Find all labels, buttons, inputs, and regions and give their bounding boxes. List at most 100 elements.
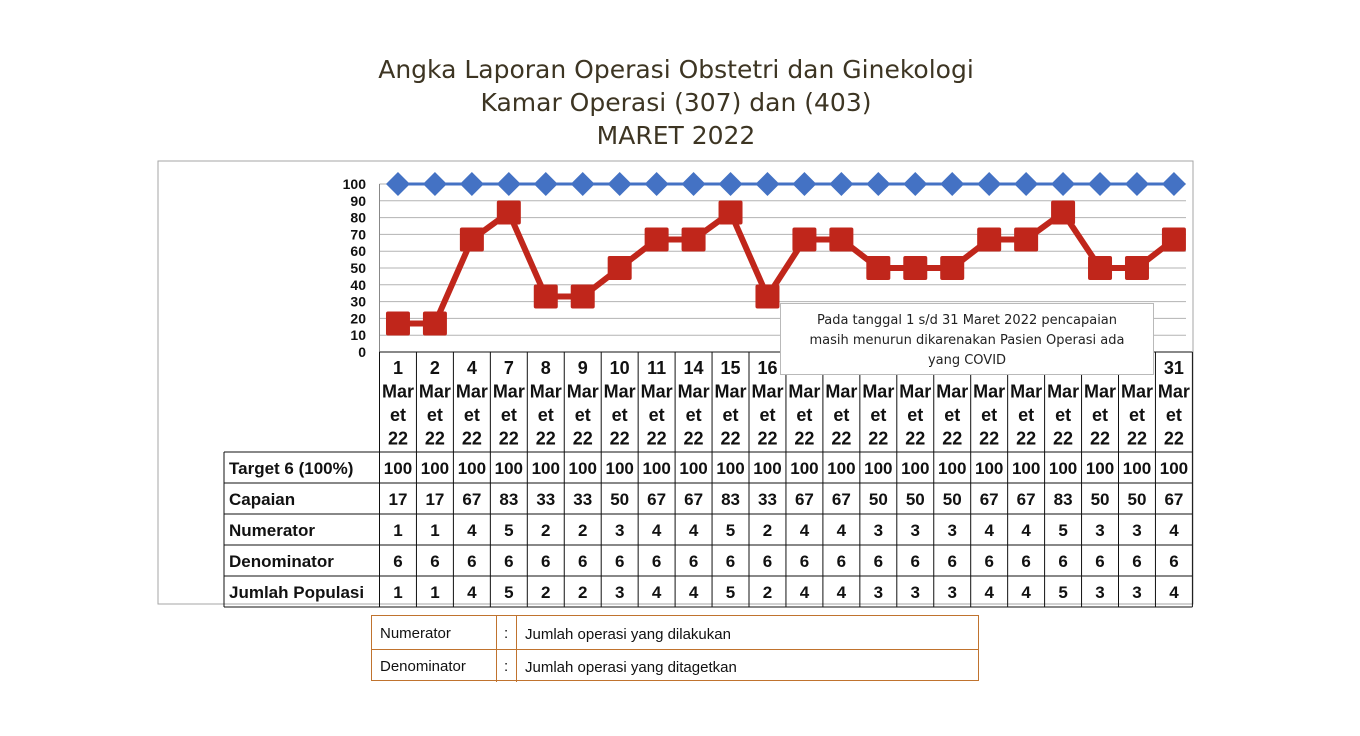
table-cell-value: 100 [975,459,1003,478]
category-label: Mar [825,382,857,402]
table-cell-value: 6 [393,552,402,571]
category-label: 22 [536,429,556,449]
table-cell-value: 67 [1017,490,1036,509]
table-cell-value: 5 [726,583,735,602]
data-point-target [903,172,928,196]
table-cell-value: 83 [499,490,518,509]
table-cell-value: 2 [763,521,772,540]
data-point-target [385,172,410,196]
category-label: 2 [430,358,440,378]
table-cell-value: 100 [1049,459,1077,478]
definition-table: Numerator : Jumlah operasi yang dilakuka… [371,615,979,682]
data-point-capaian [681,227,706,252]
definition-row-numerator: Numerator : Jumlah operasi yang dilakuka… [372,616,978,650]
category-label: et [686,405,702,425]
table-cell-value: 6 [689,552,698,571]
chart-title-line-1: Angka Laporan Operasi Obstetri dan Ginek… [378,55,974,84]
table-cell-value: 4 [1169,583,1179,602]
data-point-target [1124,172,1149,196]
table-cell-value: 100 [1086,459,1114,478]
table-cell-value: 4 [837,583,847,602]
category-label: et [427,405,443,425]
category-label: 14 [684,358,704,378]
category-label: et [944,405,960,425]
category-label: Mar [604,382,636,402]
category-label: et [1018,405,1034,425]
table-cell-value: 17 [425,490,444,509]
table-cell-value: 67 [647,490,666,509]
category-label: Mar [788,382,820,402]
table-cell-value: 3 [615,583,624,602]
table-cell-value: 100 [716,459,744,478]
table-cell-value: 3 [1095,583,1104,602]
data-point-target [977,172,1002,196]
data-point-capaian [718,200,743,225]
category-label: 22 [905,429,925,449]
category-label: 22 [647,429,667,449]
data-point-capaian [1161,227,1186,252]
table-cell-value: 50 [610,490,629,509]
data-point-target [866,172,891,196]
table-cell-value: 4 [652,583,662,602]
table-cell-value: 100 [864,459,892,478]
category-label: 11 [647,358,666,378]
category-label: 22 [684,429,704,449]
table-cell-value: 100 [495,459,523,478]
data-point-capaian [422,311,447,336]
category-label: Mar [936,382,968,402]
table-cell-value: 100 [790,459,818,478]
data-point-capaian [1124,256,1149,280]
table-cell-value: 100 [938,459,966,478]
table-cell-value: 3 [874,521,883,540]
table-cell-value: 6 [763,552,772,571]
data-point-target [607,172,632,196]
table-cell-value: 3 [874,583,883,602]
table-cell-value: 6 [1169,552,1178,571]
category-label: Mar [493,382,525,402]
category-label: 1 [393,358,403,378]
table-cell-value: 3 [911,521,920,540]
category-label: 22 [462,429,482,449]
table-row-label: Numerator [229,521,315,540]
data-point-capaian [866,256,891,280]
data-point-capaian [903,256,928,280]
category-label: 22 [499,429,519,449]
category-label: et [649,405,665,425]
category-label: 22 [1164,429,1184,449]
definition-colon: : [504,625,509,642]
table-cell-value: 6 [1095,552,1104,571]
table-cell-value: 33 [573,490,592,509]
data-point-target [459,172,484,196]
category-label: Mar [1047,382,1079,402]
table-cell-value: 4 [467,583,477,602]
definition-row-denominator: Denominator : Jumlah operasi yang ditage… [372,649,978,682]
table-cell-value: 33 [758,490,777,509]
data-point-target [1051,172,1076,196]
category-label: 22 [868,429,888,449]
data-point-capaian [792,227,817,252]
annotation-line-1: Pada tanggal 1 s/d 31 Maret 2022 pencapa… [816,313,1118,328]
table-cell-value: 4 [467,521,477,540]
data-point-target [1014,172,1039,196]
category-label: et [1055,405,1071,425]
category-label: Mar [641,382,673,402]
category-label: 22 [979,429,999,449]
table-cell-value: 3 [947,521,956,540]
data-point-target [1161,172,1186,196]
table-cell-value: 100 [605,459,633,478]
y-tick-label: 60 [350,243,366,259]
data-point-capaian [385,311,410,336]
category-label: et [870,405,886,425]
category-label: 22 [1016,429,1036,449]
table-cell-value: 1 [393,521,402,540]
table-cell-value: 3 [615,521,624,540]
category-label: Mar [1158,382,1190,402]
table-cell-value: 100 [384,459,412,478]
data-point-target [533,172,558,196]
category-label: 8 [541,358,551,378]
table-cell-value: 4 [800,521,810,540]
table-cell-value: 67 [1164,490,1183,509]
table-cell-value: 67 [684,490,703,509]
table-cell-value: 50 [906,490,925,509]
table-cell-value: 6 [615,552,624,571]
